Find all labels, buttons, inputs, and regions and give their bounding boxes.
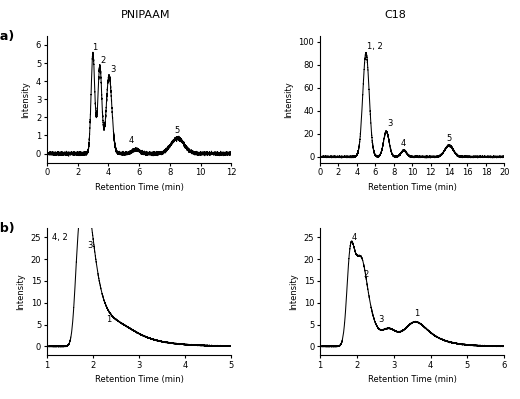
Y-axis label: Intensity: Intensity bbox=[284, 81, 293, 118]
Text: 3: 3 bbox=[87, 241, 93, 250]
Text: 5: 5 bbox=[174, 126, 180, 135]
Text: 2: 2 bbox=[100, 56, 106, 65]
Text: C18: C18 bbox=[384, 10, 406, 20]
Text: 3: 3 bbox=[388, 119, 393, 128]
Text: 4: 4 bbox=[400, 138, 406, 148]
Y-axis label: Intensity: Intensity bbox=[289, 273, 298, 310]
Text: 3: 3 bbox=[378, 315, 384, 324]
X-axis label: Retention Time (min): Retention Time (min) bbox=[95, 183, 184, 192]
Text: 1, 2: 1, 2 bbox=[367, 42, 383, 51]
Text: PNIPAAM: PNIPAAM bbox=[121, 10, 171, 20]
Text: 5: 5 bbox=[446, 134, 451, 143]
X-axis label: Retention Time (min): Retention Time (min) bbox=[368, 183, 457, 192]
X-axis label: Retention Time (min): Retention Time (min) bbox=[95, 375, 184, 384]
Text: (b): (b) bbox=[0, 222, 16, 235]
Text: 2: 2 bbox=[363, 270, 369, 279]
Text: 1: 1 bbox=[106, 315, 111, 324]
Text: 4: 4 bbox=[351, 233, 357, 241]
Text: 1: 1 bbox=[414, 309, 419, 318]
Text: 1: 1 bbox=[92, 43, 97, 52]
Y-axis label: Intensity: Intensity bbox=[16, 273, 25, 310]
Text: (a): (a) bbox=[0, 30, 16, 43]
Y-axis label: Intensity: Intensity bbox=[21, 81, 30, 118]
Text: 4: 4 bbox=[128, 136, 134, 145]
Text: 3: 3 bbox=[110, 65, 115, 74]
X-axis label: Retention Time (min): Retention Time (min) bbox=[368, 375, 457, 384]
Text: 4, 2: 4, 2 bbox=[53, 233, 68, 241]
